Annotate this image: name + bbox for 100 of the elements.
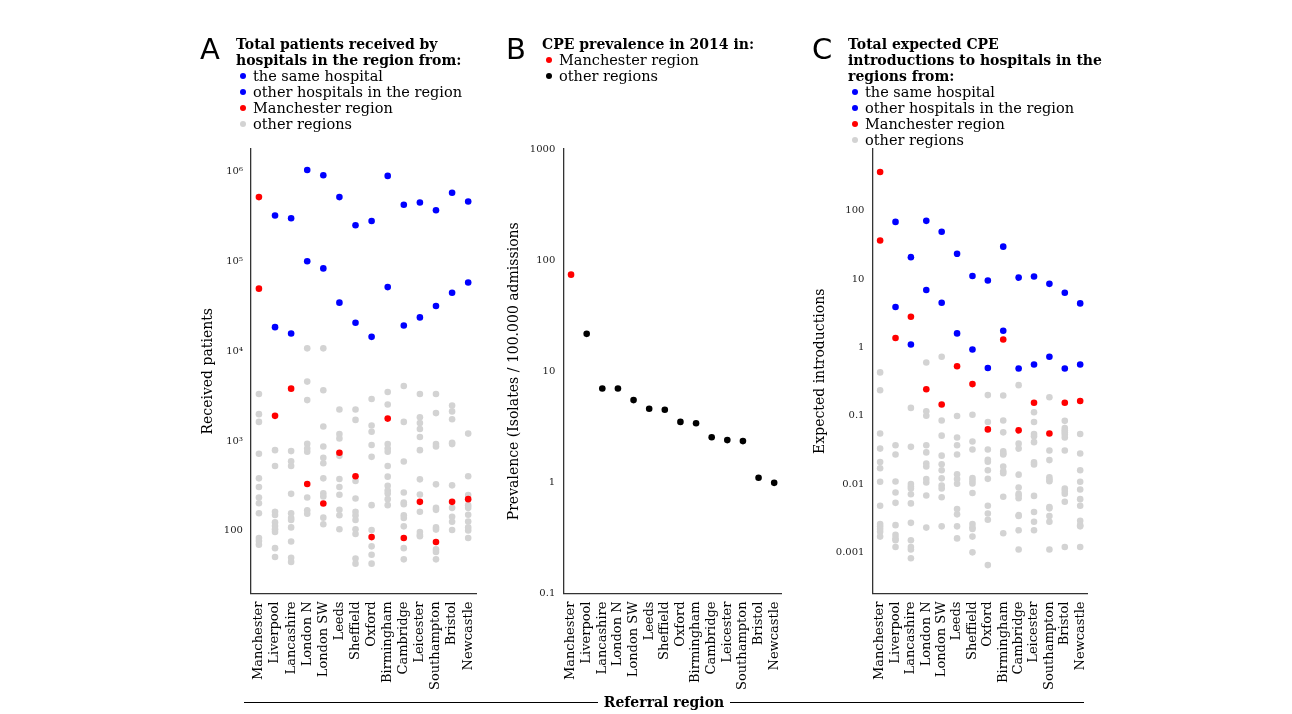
x-tick-label: Liverpool xyxy=(886,601,902,664)
x-tick-label: London N xyxy=(917,601,933,667)
x-tick-label: Oxford xyxy=(979,601,995,647)
point xyxy=(368,533,375,541)
point xyxy=(336,193,343,201)
y-tick-label: 10⁵ xyxy=(226,255,243,267)
point xyxy=(969,272,976,280)
point xyxy=(384,415,392,422)
chart-title: Total expected CPE introductions to hospitals in the regions from: xyxy=(848,36,1103,84)
x-tick-label: London SW xyxy=(624,600,640,678)
x-tick-label: Cambridge xyxy=(703,601,719,675)
x-tick-label: Sheffield xyxy=(346,601,362,661)
point xyxy=(448,498,456,506)
point xyxy=(368,333,375,341)
point xyxy=(692,420,700,427)
point xyxy=(892,334,899,342)
point xyxy=(336,299,343,306)
point xyxy=(432,538,440,546)
x-tick-label: Birmingham xyxy=(379,601,395,684)
x-tick-label: Newcastle xyxy=(459,601,475,671)
point xyxy=(303,257,311,265)
point xyxy=(384,172,392,180)
point xyxy=(755,474,762,482)
point xyxy=(1015,427,1022,434)
x-tick-label: Birmingham xyxy=(687,601,703,684)
x-tick-label: Oxford xyxy=(671,601,687,647)
point xyxy=(969,346,976,353)
point xyxy=(645,405,653,413)
point xyxy=(999,336,1007,343)
point xyxy=(464,495,472,503)
legend-label: Manchester region xyxy=(559,52,699,68)
point xyxy=(953,362,961,370)
y-axis-title: Expected introductions xyxy=(811,288,828,454)
point xyxy=(599,385,606,392)
point xyxy=(400,322,408,329)
point xyxy=(999,327,1007,335)
point xyxy=(432,302,440,310)
point xyxy=(1061,399,1069,406)
x-tick-label: London SW xyxy=(933,600,949,678)
x-tick-label: Leicester xyxy=(1025,600,1041,663)
point xyxy=(271,412,279,420)
point xyxy=(583,330,590,338)
point xyxy=(724,436,731,444)
point xyxy=(984,364,992,372)
x-tick-label: Bristol xyxy=(1056,601,1072,646)
point xyxy=(1030,273,1038,280)
y-tick-label: 1 xyxy=(858,340,865,352)
legend-label: other regions xyxy=(253,116,352,132)
x-tick-label: Bristol xyxy=(749,601,765,646)
point xyxy=(984,426,992,433)
point xyxy=(953,250,961,258)
point xyxy=(448,189,456,197)
point xyxy=(953,330,961,337)
x-tick-label: London N xyxy=(609,601,625,667)
point xyxy=(416,498,424,506)
x-tick-label: Manchester xyxy=(562,600,578,681)
x-tick-label: Leicester xyxy=(411,600,427,663)
point xyxy=(1015,365,1022,372)
x-tick-label: Liverpool xyxy=(578,601,594,664)
point xyxy=(320,265,327,272)
y-tick-label: 100 xyxy=(845,204,865,216)
y-tick-label: 0.1 xyxy=(848,409,865,421)
point xyxy=(432,206,440,214)
point xyxy=(287,330,295,337)
chart-title: Total patients received by hospitals in the region from: xyxy=(236,36,463,68)
x-tick-label: Liverpool xyxy=(266,601,282,664)
x-tick-label: Sheffield xyxy=(963,601,979,661)
point xyxy=(464,279,472,286)
x-tick-label: Newcastle xyxy=(765,601,781,671)
x-tick-label: Sheffield xyxy=(656,601,672,661)
point xyxy=(999,243,1007,250)
point xyxy=(984,277,992,284)
point xyxy=(661,406,669,414)
y-axis-title: Prevalence (Isolates / 100.000 admissions xyxy=(505,222,522,521)
point xyxy=(303,166,311,174)
legend-label: Manchester region xyxy=(253,100,393,116)
point xyxy=(271,212,279,219)
point xyxy=(1076,397,1084,405)
x-tick-label: Newcastle xyxy=(1071,601,1087,671)
point xyxy=(1046,430,1053,437)
x-tick-label: Lancashire xyxy=(902,601,918,675)
x-tick-label: Southampton xyxy=(1040,600,1056,691)
text: B xyxy=(506,32,526,66)
y-tick-label: 100 xyxy=(223,524,243,536)
x-tick-label: Lancashire xyxy=(593,601,609,675)
x-tick-label: Lancashire xyxy=(282,601,298,675)
point xyxy=(708,433,715,441)
point xyxy=(1030,399,1038,406)
point xyxy=(287,385,295,392)
x-tick-label: Oxford xyxy=(362,601,378,647)
point xyxy=(1030,361,1038,368)
point xyxy=(922,286,930,294)
point xyxy=(922,385,930,393)
legend-label: Manchester region xyxy=(865,116,1005,132)
x-tick-label: London N xyxy=(298,601,314,667)
x-tick-label: London SW xyxy=(314,600,330,678)
x-tick-label: Cambridge xyxy=(1010,601,1025,675)
point xyxy=(892,303,899,311)
point xyxy=(892,218,899,226)
x-tick-label: Birmingham xyxy=(994,601,1010,684)
